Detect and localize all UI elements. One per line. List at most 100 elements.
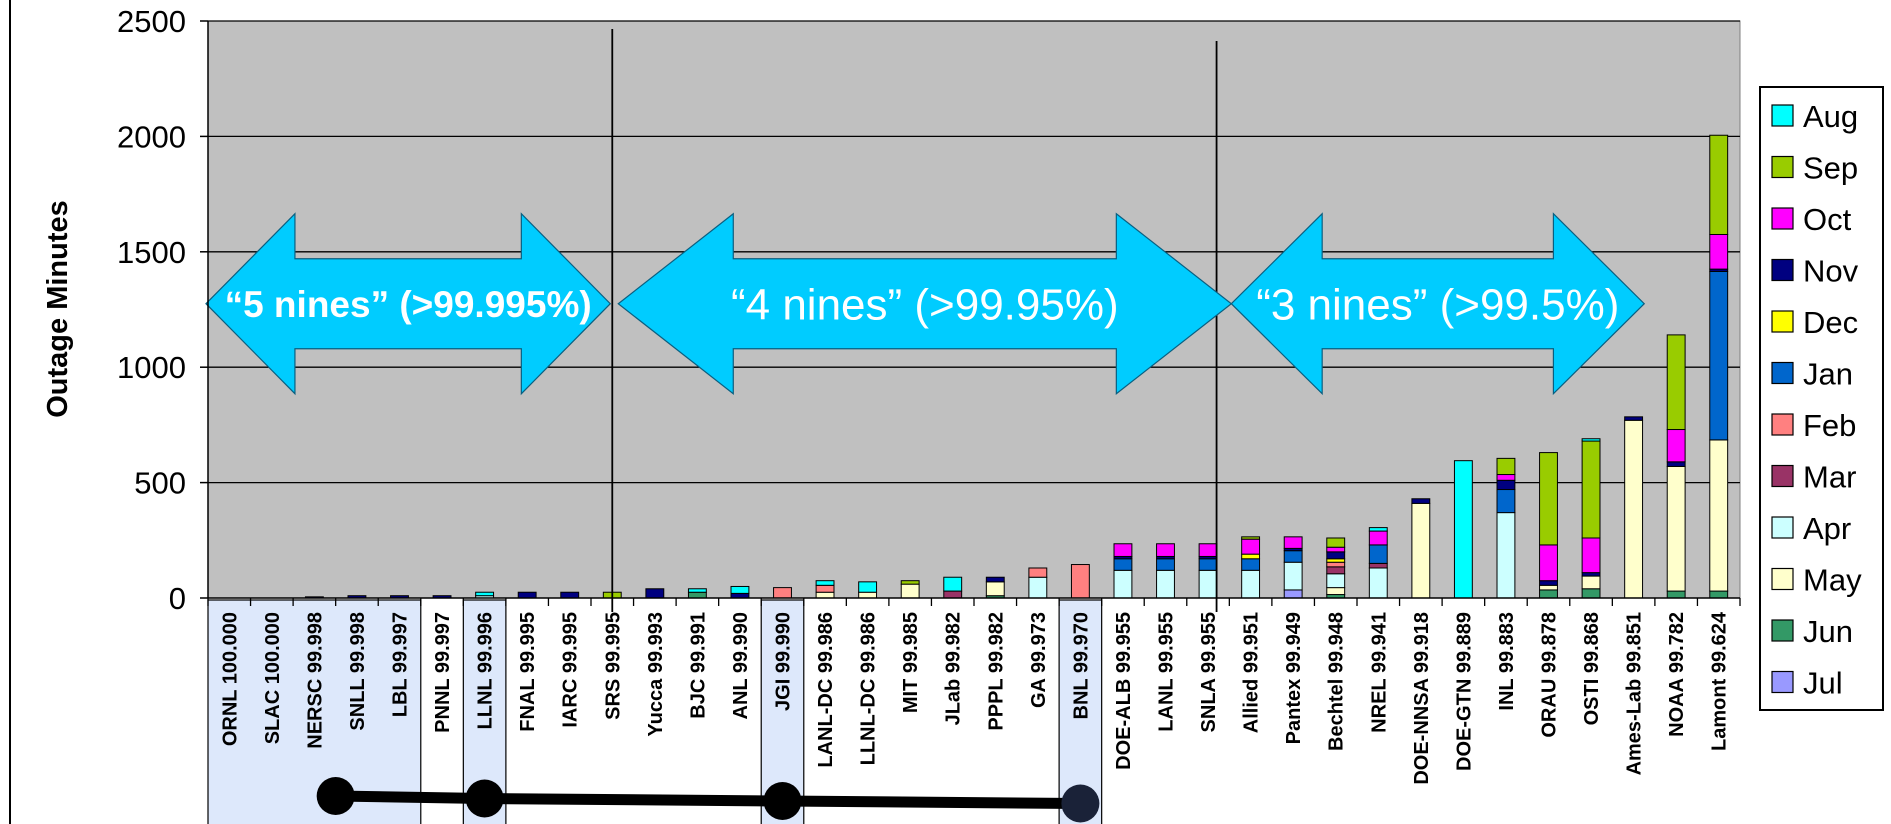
bar-segment: [1368, 544, 1388, 564]
bar-segment: [1709, 439, 1729, 592]
bar-segment: [1198, 569, 1218, 599]
bar-segment: [1368, 527, 1388, 532]
legend: Aug Sep Oct Nov Dec Jan Feb Mar Apr May Jun Jul: [1771, 99, 1862, 701]
x-tick-label: SNLA 99.955: [1198, 612, 1220, 732]
x-tick-label: SNLL 99.998: [347, 612, 369, 731]
nines-dividers: [611, 29, 1218, 612]
nines-label: “3 nines” (>99.5%): [1256, 281, 1619, 330]
y-axis-label: Outage Minutes: [42, 200, 74, 418]
x-tick-label: DOE-ALB 99.955: [1113, 612, 1135, 770]
bar-segment: [1113, 543, 1133, 557]
x-tick-label: NREL 99.941: [1368, 612, 1390, 733]
x-tick-label: PPPL 99.982: [985, 612, 1007, 731]
x-tick-label: LLNL-DC 99.986: [858, 612, 880, 765]
x-tick-label: LLNL 99.996: [475, 612, 497, 729]
bar-segment: [1326, 537, 1346, 548]
x-tick-label: GA 99.973: [1028, 612, 1050, 708]
bar-segment: [1709, 590, 1729, 599]
bar-segment: [943, 576, 963, 592]
bar-segment: [475, 591, 495, 597]
bar-segment: [1666, 465, 1686, 592]
nines-arrow: [205, 212, 612, 396]
y-tick-label: 2500: [117, 4, 186, 39]
legend-label: Apr: [1803, 511, 1851, 546]
bar-segment: [1496, 457, 1516, 476]
bar-segment: [1283, 550, 1303, 563]
bar-segment: [1241, 569, 1261, 599]
bar-segment: [1368, 567, 1388, 599]
bar-segment: [1326, 561, 1346, 568]
legend-swatch: [1771, 464, 1794, 488]
bar-segment: [900, 583, 920, 599]
bar-segment: [517, 591, 537, 599]
legend-swatch: [1771, 155, 1794, 179]
bar-segment: [1028, 567, 1048, 578]
bar-segment: [1581, 575, 1601, 590]
bar-segment: [1326, 558, 1346, 563]
bar-segment: [1581, 588, 1601, 599]
bar-segment: [1496, 489, 1516, 514]
connector-line: [316, 777, 1100, 823]
bar-segment: [815, 584, 835, 593]
bar-segment: [1113, 569, 1133, 599]
x-tick-label: IARC 99.995: [560, 612, 582, 728]
bar-segment: [1326, 546, 1346, 553]
bar-segment: [1368, 562, 1388, 569]
connector-dot: [316, 777, 355, 815]
bar-segment: [1156, 558, 1175, 571]
bar-segment: [1070, 564, 1090, 599]
bar-segment: [1198, 558, 1218, 571]
bar-segment: [1709, 233, 1729, 270]
x-tick-label: BNL 99.970: [1070, 612, 1092, 719]
x-tick-label: OSTI 99.868: [1581, 612, 1603, 725]
y-tick-label: 1000: [117, 350, 186, 385]
bar-segment: [943, 590, 963, 599]
x-tick-label: JGI 99.990: [773, 612, 795, 711]
bar-segment: [730, 585, 750, 594]
legend-swatch: [1771, 310, 1794, 333]
highlight-box: [1058, 599, 1103, 824]
x-tick-label: Yucca 99.993: [645, 612, 667, 737]
x-tick-label: LBL 99.997: [390, 612, 412, 717]
bar-segment: [1453, 460, 1473, 599]
legend-label: Jan: [1803, 357, 1853, 392]
bar-segment: [773, 587, 792, 599]
bar-segment: [1411, 502, 1431, 599]
y-tick-label: 2000: [117, 119, 186, 154]
bar-segment: [1326, 566, 1346, 575]
x-tick-label: NERSC 99.998: [304, 612, 326, 749]
y-tick-label: 500: [134, 466, 186, 501]
bar-segment: [1624, 416, 1644, 421]
x-tick-label: FNAL 99.995: [517, 612, 539, 732]
x-tick-label: PNNL 99.997: [432, 612, 454, 733]
bar-segment: [1539, 584, 1558, 591]
bar-segment: [1326, 551, 1346, 560]
legend-swatch: [1771, 413, 1794, 436]
bar-segment: [1666, 590, 1686, 599]
legend-label: May: [1803, 563, 1862, 598]
x-tick-label: ORNL 100.000: [219, 612, 241, 746]
bar-segment: [1283, 561, 1303, 591]
legend-label: Nov: [1803, 254, 1859, 289]
x-tick-label: BJC 99.991: [687, 612, 709, 719]
legend-swatch: [1771, 567, 1794, 591]
connector-dot: [763, 782, 802, 820]
x-tick-label: Ames-Lab 99.851: [1624, 612, 1646, 775]
bar-segment: [1411, 498, 1431, 504]
bar-segment: [1709, 134, 1729, 235]
bar-segment: [1581, 440, 1601, 539]
legend-label: Sep: [1803, 151, 1858, 186]
bar-segment: [560, 591, 580, 599]
nines-label: “5 nines” (>99.995%): [225, 284, 592, 325]
x-tick-label: NOAA 99.782: [1666, 612, 1688, 737]
x-tick-label: Lamont 99.624: [1709, 611, 1731, 751]
x-tick-label: LANL-DC 99.986: [815, 612, 837, 768]
x-tick-label: SRS 99.995: [602, 612, 624, 720]
x-tick-label: INL 99.883: [1496, 612, 1518, 711]
x-tick-label: ORAU 99.878: [1539, 612, 1561, 738]
bar-segment: [815, 580, 835, 586]
bar-segment: [1113, 558, 1133, 571]
legend-label: Jun: [1803, 614, 1853, 649]
bar-segment: [1496, 512, 1516, 599]
